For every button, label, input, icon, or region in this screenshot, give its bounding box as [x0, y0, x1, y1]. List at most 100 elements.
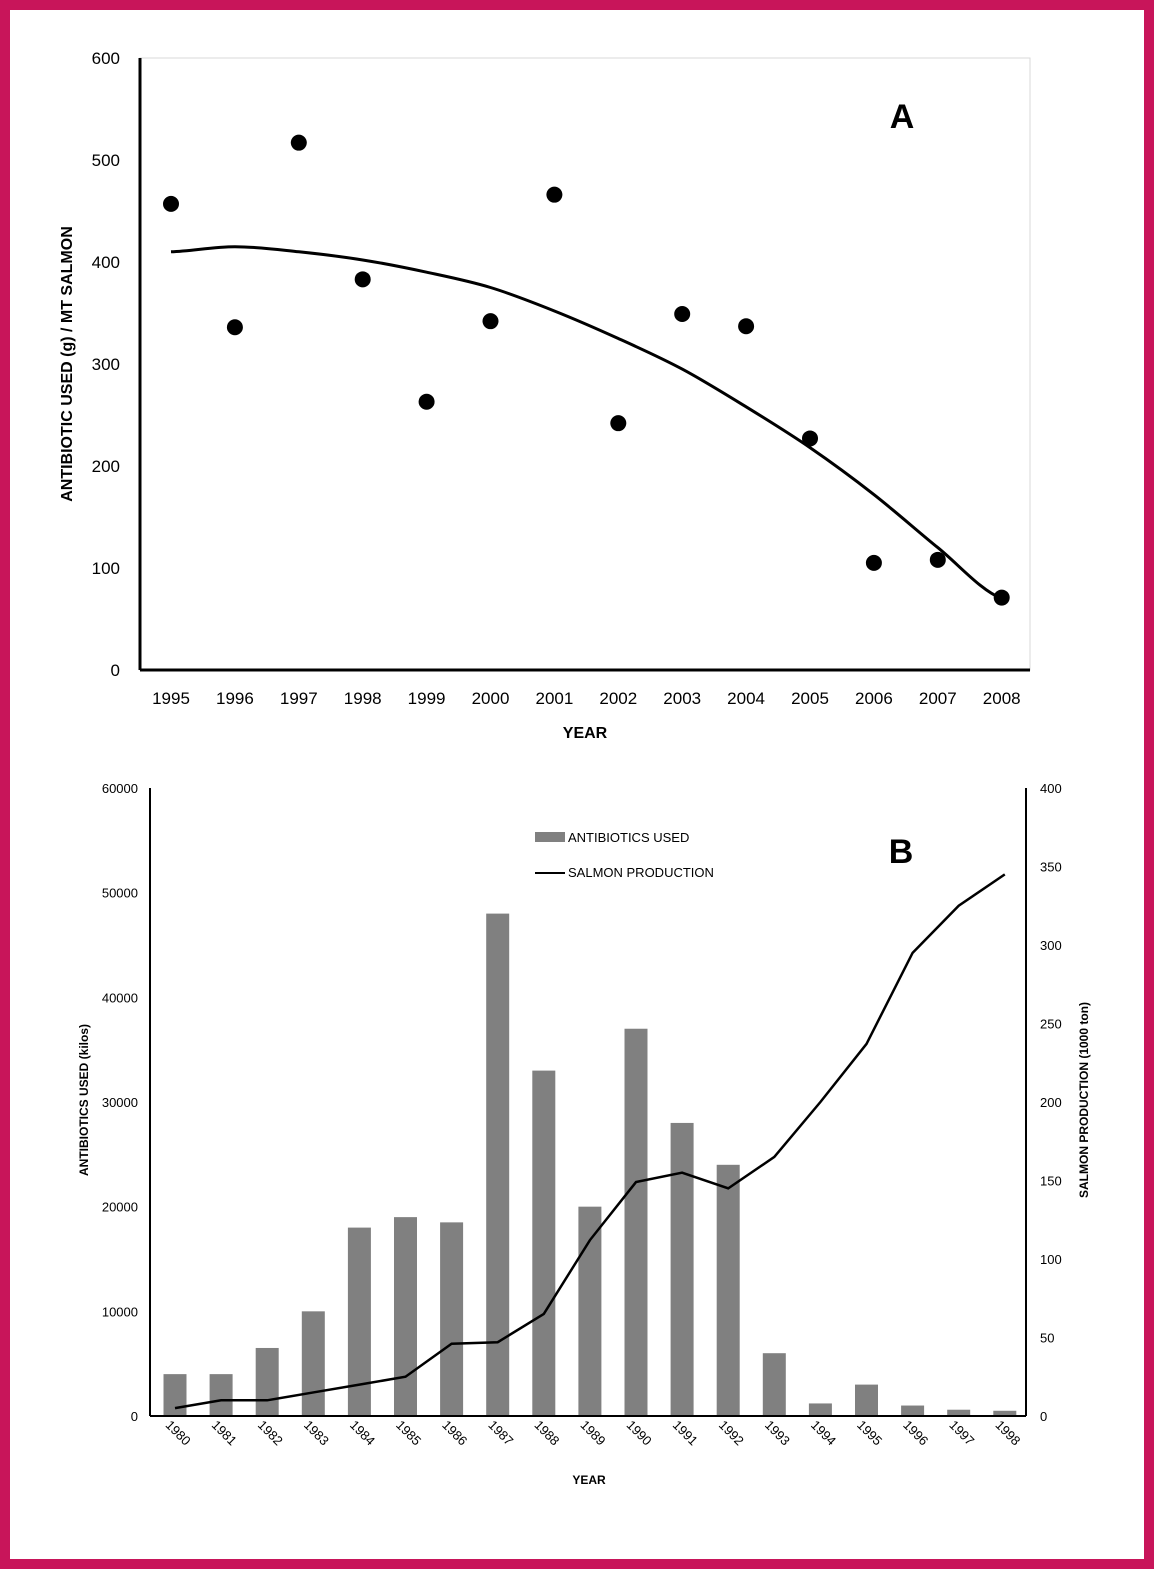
panel-b-x-tick-1980: 1980	[163, 1417, 194, 1448]
panel-b-bar-1995	[855, 1384, 878, 1416]
panel-b-x-tick-1994: 1994	[808, 1417, 839, 1448]
panel-b-bar-1993	[762, 1353, 786, 1416]
panel-b-x-tick-labels: 1980 1981 1982 1983 1984 1985 1986 1987 1988 1989…	[163, 1417, 1024, 1448]
panel-b-bar-1986	[440, 1222, 464, 1416]
panel-b-x-tick-1983: 1983	[301, 1417, 332, 1448]
panel-b-bar-1997	[947, 1409, 971, 1416]
panel-a-y-tick-4: 400	[92, 253, 120, 272]
panel-b-x-tick-1985: 1985	[393, 1417, 424, 1448]
panel-b-x-tick-1989: 1989	[578, 1417, 609, 1448]
panel-a-point-1996	[226, 319, 243, 336]
panel-a-y-tick-0: 0	[111, 661, 120, 680]
panel-b-x-tick-1993: 1993	[762, 1417, 793, 1448]
panel-b-bar-1982	[255, 1347, 279, 1416]
panel-b-left-y-tick-labels: 0 10000 20000 30000 40000 50000 60000	[102, 781, 138, 1424]
panel-a-scatter-chart: 0 100 200 300 400 500 600 1995 1996 1997 1998 1999…	[59, 49, 1031, 742]
panel-a-trendline	[170, 245, 1003, 600]
panel-b-bar-1981	[209, 1374, 233, 1416]
panel-b-bar-1983	[301, 1311, 325, 1416]
panel-b-x-tick-1992: 1992	[716, 1417, 747, 1448]
panel-a-y-tick-labels: 0 100 200 300 400 500 600	[92, 49, 120, 680]
panel-b-y2-tick-4: 200	[1040, 1095, 1062, 1110]
panel-a-point-2003	[674, 306, 691, 323]
panel-b-x-tick-1990: 1990	[624, 1417, 655, 1448]
panel-a-point-2005	[802, 430, 818, 447]
panel-a-x-tick-2007: 2007	[919, 689, 957, 708]
panel-b-legend: ANTIBIOTICS USED SALMON PRODUCTION	[535, 830, 714, 880]
panel-a-point-1999	[418, 393, 435, 410]
panel-a-x-tick-1999: 1999	[408, 689, 446, 708]
panel-b-x-tick-1981: 1981	[209, 1417, 240, 1448]
panel-b-y2-tick-6: 300	[1040, 938, 1062, 953]
panel-b-bar-1991	[670, 1122, 694, 1416]
panel-b-bar-1984	[347, 1227, 371, 1416]
panel-b-bar-1996	[901, 1405, 925, 1416]
legend-antibiotics-used: ANTIBIOTICS USED	[568, 830, 689, 845]
panel-a-point-1998	[354, 271, 371, 288]
panel-b-x-tick-1982: 1982	[255, 1417, 286, 1448]
panel-b-x-tick-1995: 1995	[854, 1417, 885, 1448]
panel-a-point-2000	[482, 313, 499, 330]
panel-a-point-2002	[610, 415, 627, 432]
panel-b-y2-tick-2: 100	[1040, 1252, 1062, 1267]
panel-b-x-tick-1991: 1991	[670, 1417, 701, 1448]
panel-b-bar-1994	[808, 1403, 832, 1416]
panel-b-production-line	[174, 873, 1006, 1410]
panel-a-y-tick-1: 100	[92, 559, 120, 578]
panel-b-y-tick-4: 40000	[102, 990, 138, 1005]
panel-a-point-1995	[163, 195, 179, 212]
panel-b-y2-tick-3: 150	[1040, 1174, 1062, 1189]
panel-a-data-points	[163, 134, 1010, 606]
panel-b-bar-1987	[486, 913, 510, 1416]
panel-b-bar-1988	[532, 1070, 556, 1416]
panel-b-y-tick-3: 30000	[102, 1095, 138, 1110]
panel-b-combo-chart: 0 10000 20000 30000 40000 50000 60000 0 50 100 15…	[77, 781, 1091, 1487]
panel-b-x-tick-1984: 1984	[347, 1417, 378, 1448]
panel-a-x-tick-2001: 2001	[535, 689, 573, 708]
panel-a-point-2006	[865, 554, 882, 571]
legend-salmon-production: SALMON PRODUCTION	[568, 865, 714, 880]
panel-b-y2-tick-1: 50	[1040, 1331, 1054, 1346]
panel-b-y-tick-5: 50000	[102, 886, 138, 901]
panel-a-x-tick-labels: 1995 1996 1997 1998 1999 2000 2001 2002 2003 2004…	[152, 689, 1021, 708]
panel-b-x-tick-1987: 1987	[485, 1417, 516, 1448]
panel-a-x-tick-2004: 2004	[727, 689, 765, 708]
panel-a-x-tick-1996: 1996	[216, 689, 254, 708]
panel-b-bar-1990	[624, 1028, 648, 1416]
panel-b-left-y-axis-label: ANTIBIOTICS USED (kilos)	[77, 1024, 91, 1176]
panel-b-right-y-axis-label: SALMON PRODUCTION (1000 ton)	[1077, 1002, 1091, 1198]
panel-b-bar-1998	[993, 1410, 1017, 1416]
panel-a-y-tick-6: 600	[92, 49, 120, 68]
panel-b-y2-tick-8: 400	[1040, 781, 1062, 796]
panel-a-y-axis-label: ANTIBIOTIC USED (g) / MT SALMON	[59, 226, 76, 502]
panel-b-right-y-tick-labels: 0 50 100 150 200 250 300 350 400	[1040, 781, 1062, 1424]
panel-b-letter: B	[889, 833, 914, 871]
panel-b-bars	[163, 913, 1017, 1416]
panel-a-plot-border	[139, 57, 1031, 671]
panel-a-x-tick-2003: 2003	[663, 689, 701, 708]
panel-b-bar-1989	[578, 1206, 602, 1416]
panel-a-y-tick-5: 500	[92, 151, 120, 170]
panel-a-point-1997	[290, 134, 307, 151]
panel-b-bar-1980	[163, 1374, 187, 1416]
panel-a-y-tick-3: 300	[92, 355, 120, 374]
panel-b-x-tick-1988: 1988	[531, 1417, 562, 1448]
panel-b-y2-tick-5: 250	[1040, 1017, 1062, 1032]
panel-a-letter: A	[890, 98, 915, 136]
panel-a-x-tick-2000: 2000	[472, 689, 510, 708]
panel-b-y-tick-2: 20000	[102, 1200, 138, 1215]
panel-b-x-tick-1996: 1996	[900, 1417, 931, 1448]
panel-b-x-tick-1997: 1997	[946, 1417, 977, 1448]
panel-b-y2-tick-0: 0	[1040, 1409, 1047, 1424]
panel-b-bar-1985	[394, 1217, 417, 1416]
panel-a-x-tick-1998: 1998	[344, 689, 382, 708]
panel-b-x-tick-1998: 1998	[992, 1417, 1023, 1448]
panel-a-x-tick-2006: 2006	[855, 689, 893, 708]
panel-b-bar-1992	[716, 1164, 740, 1416]
panel-a-x-tick-2008: 2008	[983, 689, 1021, 708]
panel-a-x-tick-1997: 1997	[280, 689, 318, 708]
panel-a-x-tick-2002: 2002	[599, 689, 637, 708]
panel-b-x-axis-label: YEAR	[572, 1473, 606, 1487]
